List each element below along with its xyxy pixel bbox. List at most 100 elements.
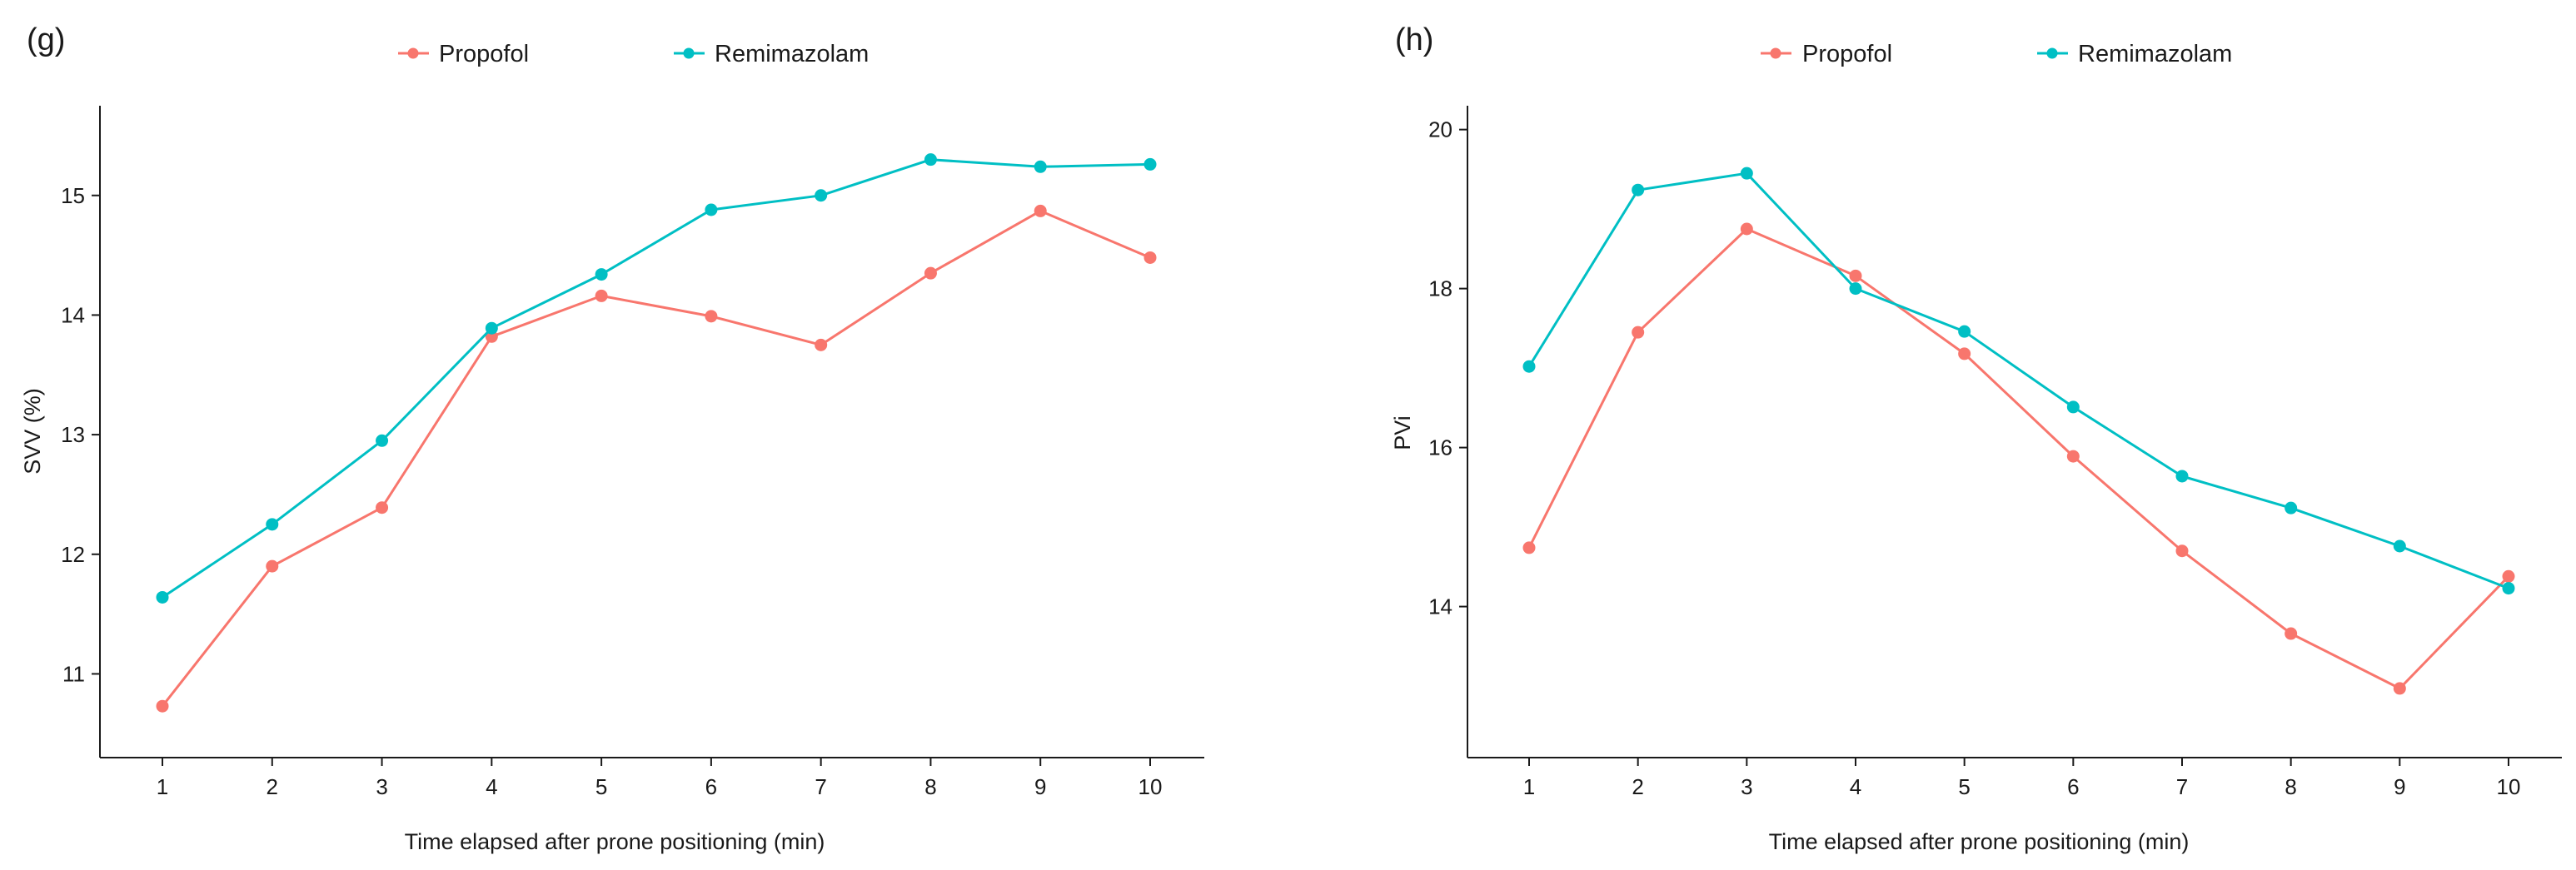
y-tick-label: 16 xyxy=(1428,435,1452,460)
x-tick-label: 1 xyxy=(1523,774,1535,799)
y-axis-ticks: 11 12 13 14 15 xyxy=(61,183,100,686)
data-point-propofol xyxy=(1632,326,1645,339)
data-point-propofol xyxy=(2502,569,2515,583)
data-point-remimazolam xyxy=(595,268,608,281)
legend-label-propofol: Propofol xyxy=(1802,41,1892,67)
data-point-remimazolam xyxy=(705,203,718,216)
legend-marker-remimazolam xyxy=(2046,47,2058,59)
data-point-remimazolam xyxy=(266,518,279,531)
legend-label-remimazolam: Remimazolam xyxy=(715,41,869,67)
series-line-remimazolam xyxy=(162,158,1151,599)
data-point-propofol xyxy=(1740,222,1753,236)
x-tick-label: 5 xyxy=(1958,774,1970,799)
y-axis-title: SVV (%) xyxy=(20,388,45,475)
x-tick-label: 4 xyxy=(486,774,497,799)
data-point-propofol xyxy=(1849,269,1862,282)
data-point-propofol xyxy=(2285,627,2298,640)
x-tick-label: 1 xyxy=(157,774,168,799)
x-tick-label: 7 xyxy=(2176,774,2188,799)
data-point-propofol xyxy=(1034,204,1047,217)
data-point-propofol xyxy=(1522,541,1536,554)
data-point-remimazolam xyxy=(156,590,169,604)
legend-marker-propofol xyxy=(1770,47,1781,59)
data-point-propofol xyxy=(705,310,718,323)
data-point-propofol xyxy=(924,266,937,280)
data-point-propofol xyxy=(815,338,828,351)
data-point-remimazolam xyxy=(2175,470,2189,483)
y-tick-label: 14 xyxy=(61,302,85,327)
series-remimazolam xyxy=(1522,167,2515,595)
chart-panel-h: (h) Propofol Remimazolam 14 16 18 20 1 2 3 4 5 6… xyxy=(1390,22,2562,854)
x-tick-label: 10 xyxy=(1139,774,1163,799)
x-tick-label: 5 xyxy=(595,774,607,799)
x-tick-label: 6 xyxy=(2067,774,2079,799)
data-point-propofol xyxy=(1144,251,1157,264)
panel-label: (h) xyxy=(1395,22,1433,57)
series-propofol xyxy=(1522,222,2515,695)
y-axis-title: PVi xyxy=(1390,415,1415,450)
series-propofol xyxy=(156,204,1157,713)
data-point-remimazolam xyxy=(2502,582,2515,595)
x-tick-label: 8 xyxy=(2285,774,2296,799)
data-point-remimazolam xyxy=(1849,282,1862,296)
data-point-remimazolam xyxy=(815,189,828,202)
x-axis-title: Time elapsed after prone positioning (mi… xyxy=(405,829,825,854)
data-point-remimazolam xyxy=(2393,539,2406,553)
x-tick-label: 6 xyxy=(705,774,717,799)
y-tick-label: 11 xyxy=(62,661,85,686)
series-line-propofol xyxy=(1527,227,2510,690)
data-point-remimazolam xyxy=(376,434,389,447)
legend: Propofol Remimazolam xyxy=(398,41,869,67)
data-point-propofol xyxy=(376,501,389,515)
y-tick-label: 14 xyxy=(1428,594,1452,619)
legend-marker-remimazolam xyxy=(683,47,695,59)
data-point-remimazolam xyxy=(2066,400,2080,414)
data-point-remimazolam xyxy=(485,321,498,335)
legend-label-propofol: Propofol xyxy=(439,41,529,67)
data-point-remimazolam xyxy=(1522,360,1536,373)
y-tick-label: 18 xyxy=(1428,276,1452,301)
x-tick-label: 9 xyxy=(2394,774,2405,799)
series-layer xyxy=(156,153,1157,713)
y-tick-label: 13 xyxy=(61,422,85,447)
x-axis-ticks: 1 2 3 4 5 6 7 8 9 10 xyxy=(157,758,1163,799)
y-tick-label: 20 xyxy=(1428,117,1452,142)
data-point-remimazolam xyxy=(1740,167,1753,180)
data-point-propofol xyxy=(2393,682,2406,695)
data-point-propofol xyxy=(266,559,279,573)
y-axis-ticks: 14 16 18 20 xyxy=(1428,117,1467,619)
series-line-remimazolam xyxy=(1527,172,2509,589)
x-tick-label: 9 xyxy=(1034,774,1046,799)
data-point-remimazolam xyxy=(1958,325,1971,338)
legend: Propofol Remimazolam xyxy=(1761,41,2232,67)
data-point-remimazolam xyxy=(1034,160,1047,173)
x-tick-label: 3 xyxy=(376,774,387,799)
data-point-remimazolam xyxy=(2285,501,2298,515)
x-tick-label: 3 xyxy=(1741,774,1752,799)
data-point-propofol xyxy=(2066,450,2080,463)
x-tick-label: 4 xyxy=(1850,774,1861,799)
y-tick-label: 12 xyxy=(61,542,85,567)
data-point-remimazolam xyxy=(1144,157,1157,171)
data-point-remimazolam xyxy=(924,153,937,167)
series-remimazolam xyxy=(156,153,1157,604)
data-point-remimazolam xyxy=(1632,183,1645,196)
x-tick-label: 2 xyxy=(1632,774,1643,799)
data-point-propofol xyxy=(595,289,608,302)
data-point-propofol xyxy=(156,699,169,713)
x-tick-label: 10 xyxy=(2497,774,2521,799)
legend-marker-propofol xyxy=(407,47,419,59)
data-point-propofol xyxy=(2175,544,2189,558)
x-axis-title: Time elapsed after prone positioning (mi… xyxy=(1769,829,2190,854)
legend-label-remimazolam: Remimazolam xyxy=(2078,41,2232,67)
y-tick-label: 15 xyxy=(61,183,85,208)
x-axis-ticks: 1 2 3 4 5 6 7 8 9 10 xyxy=(1523,758,2521,799)
x-tick-label: 7 xyxy=(815,774,826,799)
panel-label: (g) xyxy=(27,22,65,57)
data-point-propofol xyxy=(1958,347,1971,360)
x-tick-label: 2 xyxy=(267,774,278,799)
series-layer xyxy=(1522,167,2515,695)
series-line-propofol xyxy=(161,209,1151,708)
